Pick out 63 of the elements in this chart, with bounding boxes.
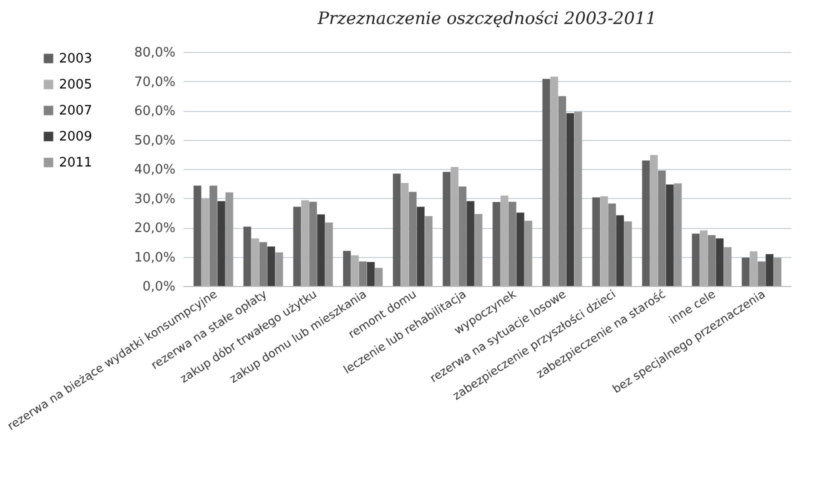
y-tick-label: 30,0% xyxy=(134,192,176,207)
legend-label: 2011 xyxy=(59,156,92,170)
bar xyxy=(516,212,524,286)
legend-label: 2009 xyxy=(59,130,92,144)
bar xyxy=(343,250,351,286)
bar xyxy=(293,206,301,286)
y-tick-label: 70,0% xyxy=(134,74,176,90)
bar xyxy=(742,258,750,286)
bar xyxy=(442,172,450,286)
bar xyxy=(424,216,433,286)
bar xyxy=(616,215,624,286)
bar xyxy=(275,252,284,286)
y-tick-label: 80,0% xyxy=(134,46,176,60)
bar xyxy=(592,197,600,286)
bar xyxy=(524,220,532,286)
y-tick-label: 0,0% xyxy=(142,280,176,294)
bar xyxy=(325,222,333,286)
bar xyxy=(210,186,218,286)
bar xyxy=(574,112,582,286)
bar xyxy=(194,186,202,286)
bar xyxy=(392,174,401,286)
legend-label: 2003 xyxy=(59,52,92,66)
bar xyxy=(624,221,632,286)
bar xyxy=(309,202,317,286)
bar xyxy=(243,226,252,286)
bar xyxy=(758,261,766,286)
bar xyxy=(416,206,425,286)
bar xyxy=(225,192,234,286)
bar xyxy=(466,201,474,286)
bar xyxy=(374,268,383,286)
bar xyxy=(666,184,674,286)
y-tick-label: 50,0% xyxy=(134,133,176,148)
y-tick-label: 10,0% xyxy=(134,250,176,266)
bar xyxy=(317,214,325,286)
y-tick-label: 40,0% xyxy=(134,162,176,178)
bar xyxy=(642,160,650,286)
bar xyxy=(658,170,666,286)
bar xyxy=(366,262,375,286)
bar xyxy=(359,261,367,286)
bar xyxy=(458,186,466,286)
chart-title: Przeznaczenie oszczędności 2003-2011 xyxy=(316,9,656,29)
bar xyxy=(724,247,732,286)
bar xyxy=(566,113,574,286)
bar xyxy=(774,258,782,286)
bar xyxy=(558,96,566,286)
bar xyxy=(267,246,276,286)
bar xyxy=(608,204,616,286)
y-tick-label: 60,0% xyxy=(134,104,176,119)
bar xyxy=(542,78,550,286)
legend-label: 2007 xyxy=(59,104,92,118)
bar xyxy=(408,192,417,286)
bar xyxy=(674,183,682,286)
bar xyxy=(766,254,774,286)
y-tick-label: 20,0% xyxy=(134,221,176,236)
bar xyxy=(259,242,268,286)
bar xyxy=(692,234,700,286)
bar xyxy=(508,202,516,286)
bar xyxy=(217,201,226,286)
bar xyxy=(716,238,724,286)
bar xyxy=(492,202,500,286)
legend-label: 2005 xyxy=(59,78,92,92)
bar xyxy=(474,214,482,286)
bar xyxy=(708,235,716,286)
